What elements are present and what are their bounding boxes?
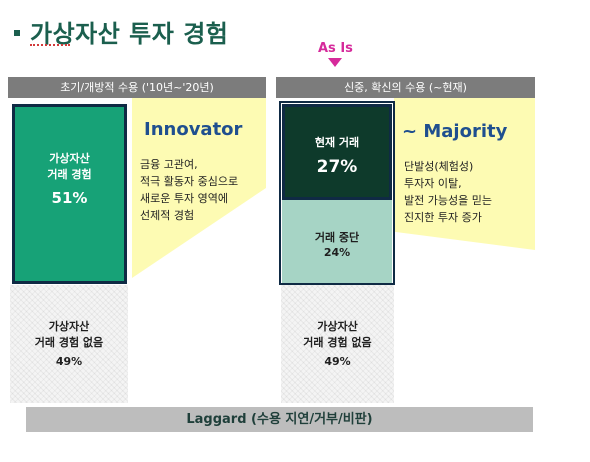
left-no-experience-area: 가상자산 거래 경험 없음 49% <box>10 285 128 403</box>
right-rest-label-2: 거래 경험 없음 <box>303 336 372 349</box>
left-rest-label-2: 거래 경험 없음 <box>34 336 104 349</box>
experience-label-2: 거래 경험 <box>47 168 92 181</box>
stopped-trading-label: 거래 중단 <box>314 231 360 244</box>
majority-desc-line: 진지한 투자 증가 <box>404 211 482 224</box>
stopped-trading-box: 거래 중단 24% <box>282 200 392 283</box>
current-trading-value: 27% <box>316 157 358 177</box>
stopped-trading-value: 24% <box>323 246 351 259</box>
innovator-desc-line: 선제적 경험 <box>140 209 195 222</box>
laggard-bar: Laggard (수용 지연/거부/비판) <box>26 407 533 432</box>
down-arrow-icon <box>328 58 342 67</box>
title-bullet-icon <box>14 30 20 36</box>
innovator-description: 금융 고관여, 적극 활동자 중심으로 새로운 투자 영역에 선제적 경험 <box>140 156 238 224</box>
majority-description: 단발성(체험성) 투자자 이탈, 발전 가능성을 믿는 진지한 투자 증가 <box>404 158 492 226</box>
majority-desc-line: 단발성(체험성) <box>404 160 474 173</box>
right-no-experience-area: 가상자산 거래 경험 없음 49% <box>281 285 394 403</box>
majority-heading: ~ Majority <box>402 121 508 142</box>
innovator-desc-line: 적극 활동자 중심으로 <box>140 175 239 188</box>
innovator-desc-line: 새로운 투자 영역에 <box>140 192 228 205</box>
as-is-label: As Is <box>318 41 353 56</box>
majority-desc-line: 투자자 이탈, <box>404 177 462 190</box>
left-rest-label-1: 가상자산 <box>48 320 90 333</box>
left-rest-value: 49% <box>55 355 83 368</box>
current-trading-label: 현재 거래 <box>314 136 360 149</box>
right-rest-value: 49% <box>324 355 351 368</box>
majority-desc-line: 발전 가능성을 믿는 <box>404 194 492 207</box>
right-funnel-shape <box>394 98 535 250</box>
innovator-heading: Innovator <box>144 119 243 140</box>
experience-value: 51% <box>51 189 88 207</box>
right-rest-label-1: 가상자산 <box>317 320 358 333</box>
left-column-header: 초기/개방적 수용 ('10년~'20년) <box>8 77 266 98</box>
spellcheck-underline <box>30 44 70 46</box>
experience-label-1: 가상자산 <box>49 152 90 165</box>
slide-title: 가상자산 투자 경험 <box>30 20 229 48</box>
innovator-desc-line: 금융 고관여, <box>140 158 198 171</box>
right-column-header: 신중, 확신의 수용 (~현재) <box>276 77 535 98</box>
right-highlight-frame <box>279 101 395 285</box>
current-trading-box: 현재 거래 27% <box>282 104 392 200</box>
experience-box: 가상자산 거래 경험 51% <box>12 104 127 284</box>
